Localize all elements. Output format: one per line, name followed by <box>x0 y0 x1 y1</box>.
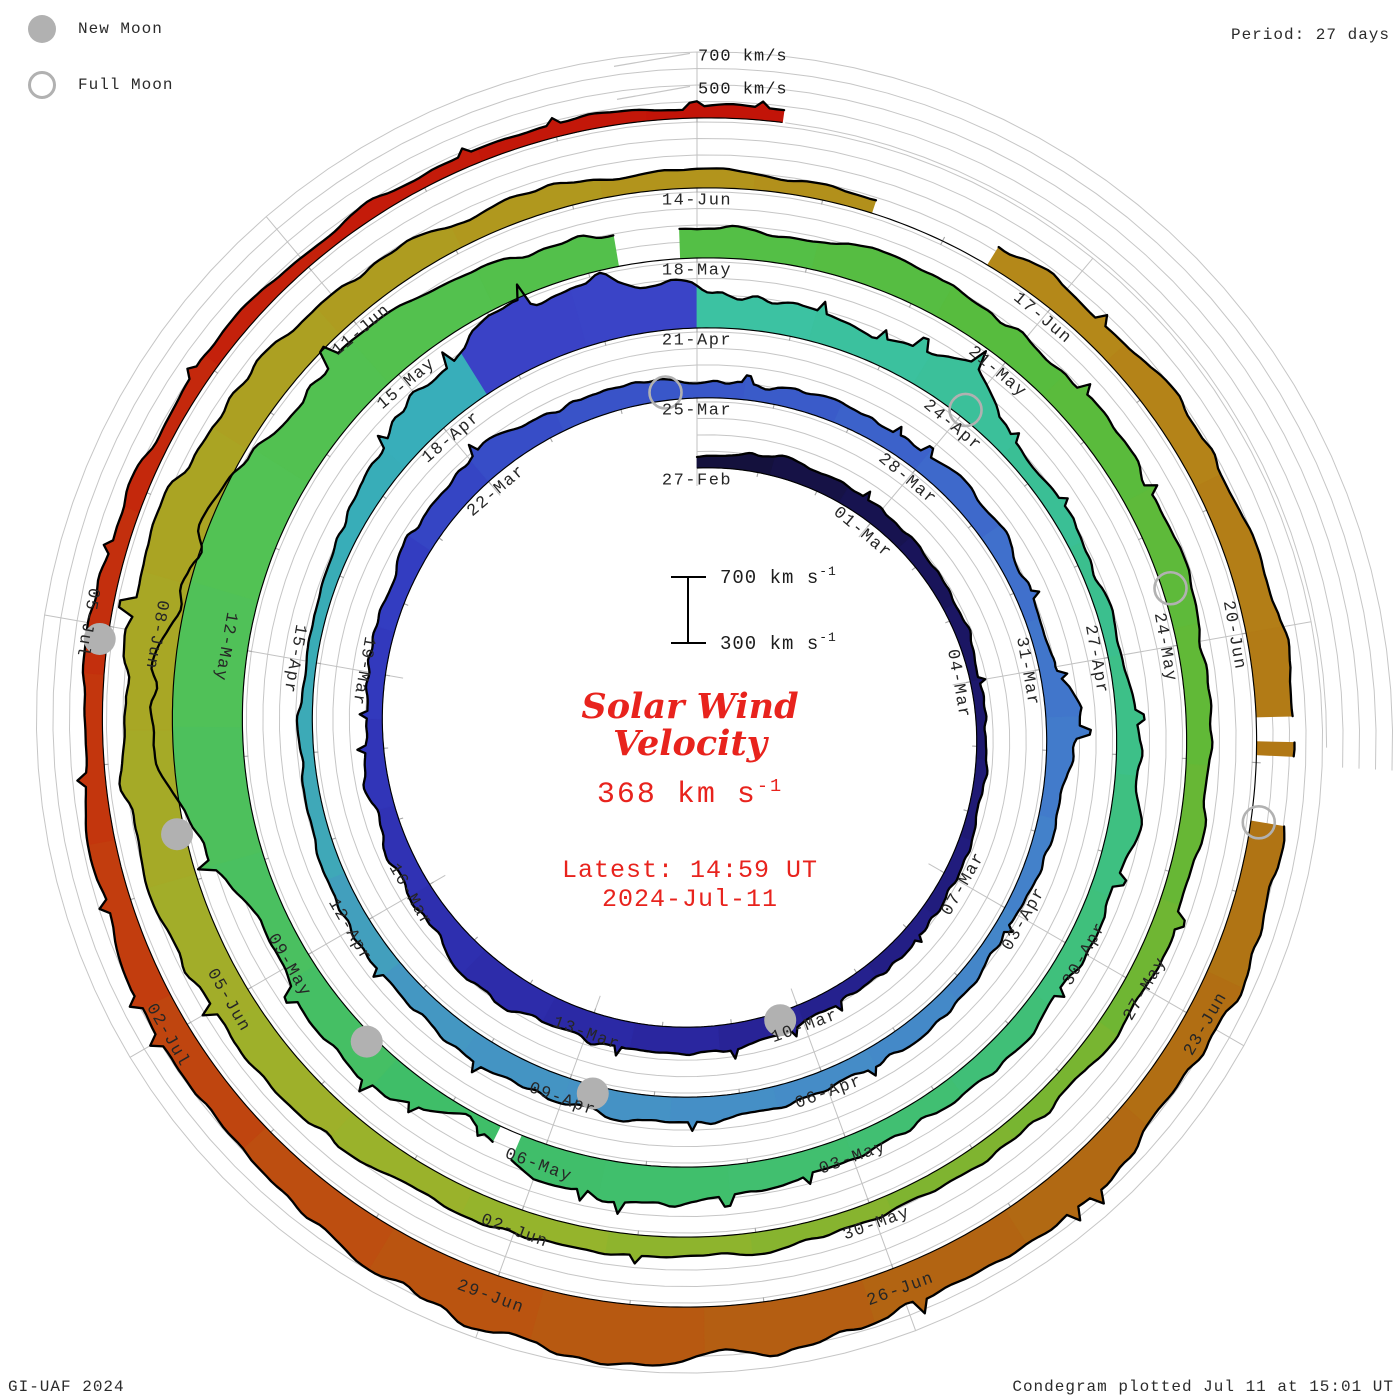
ring-label-500: 500 km/s <box>698 80 788 99</box>
band-fill-segment <box>1173 622 1213 767</box>
band-fill-segment <box>1255 741 1295 757</box>
new-moon-icon <box>28 15 56 43</box>
band-baselines <box>101 117 1258 1308</box>
band-fill-segment <box>1123 484 1200 630</box>
trace-line <box>1292 741 1296 758</box>
moon-legend: New Moon Full Moon <box>28 8 173 106</box>
band-fill-segment <box>330 1112 474 1216</box>
band-fill-segment <box>555 381 652 432</box>
new-moon-marker <box>350 1025 383 1058</box>
legend-full-moon: Full Moon <box>28 64 173 106</box>
band-fill-segment <box>866 987 959 1068</box>
band-fill-segment <box>604 1230 753 1265</box>
gridline-300-ext <box>785 122 1328 748</box>
band-fill-segment <box>376 534 432 633</box>
velocity-trace <box>76 100 1296 1367</box>
band-fill-segment <box>898 536 956 611</box>
ring-700-leader <box>613 52 691 67</box>
ring-label-700: 700 km/s <box>698 47 788 66</box>
new-moon-marker <box>83 622 116 655</box>
scale-label-700: 700 km s-1 <box>720 564 837 589</box>
date-label: 18-May <box>662 261 732 280</box>
velocity-scale-bar: 700 km s-1 300 km s-1 <box>671 564 837 655</box>
baseline-spiral <box>101 117 1258 1308</box>
ring-500-leader <box>616 85 691 100</box>
period-label: Period: 27 days <box>1230 26 1390 44</box>
full-moon-marker <box>1241 805 1277 840</box>
full-moon-label: Full Moon <box>78 76 174 94</box>
trace-line <box>76 100 1286 1367</box>
band-fill-segment <box>1206 820 1285 990</box>
moon-markers <box>83 375 1277 1110</box>
band-fill-segment <box>596 1159 731 1215</box>
band-fill-segment <box>959 758 988 842</box>
gridline-600 <box>52 67 1377 1358</box>
ring-axis-labels: 700 km/s 500 km/s <box>613 47 788 100</box>
new-moon-label: New Moon <box>78 20 163 38</box>
new-moon-marker <box>764 1004 797 1037</box>
band-fill-segment <box>866 906 936 978</box>
new-moon-marker <box>576 1077 609 1110</box>
band-fill-segment <box>753 173 877 214</box>
band-fill-segment <box>367 1227 545 1341</box>
trace-line <box>997 245 1294 718</box>
band-fill-segment <box>1245 626 1294 718</box>
band-fill-segment <box>703 1279 876 1357</box>
credit-right: Condegram plotted Jul 11 at 15:01 UT <box>1012 1378 1394 1396</box>
date-label: 25-Mar <box>662 401 732 420</box>
scale-label-300: 300 km s-1 <box>720 630 837 655</box>
trace-line <box>149 234 615 1143</box>
band-fill-segment <box>301 769 346 880</box>
date-label: 21-Apr <box>662 331 732 350</box>
full-moon-marker <box>648 375 683 410</box>
legend-new-moon: New Moon <box>28 8 173 50</box>
trace-line <box>117 167 1214 1265</box>
band-fill-segment <box>356 718 395 811</box>
full-moon-marker <box>1153 570 1188 606</box>
full-moon-marker <box>948 392 983 428</box>
new-moon-marker <box>161 818 194 851</box>
date-label: 27-Feb <box>662 471 732 490</box>
trace-line <box>295 271 1146 1215</box>
credit-left: GI-UAF 2024 <box>8 1378 125 1396</box>
band-fill-segment <box>76 672 116 846</box>
date-label: 14-Jun <box>662 191 732 210</box>
band-fill-segment <box>742 374 844 423</box>
band-fill-segment <box>945 907 1017 1001</box>
full-moon-icon <box>28 71 56 99</box>
band-fill-segment <box>1089 773 1143 898</box>
band-fill-segment <box>884 1123 1017 1212</box>
